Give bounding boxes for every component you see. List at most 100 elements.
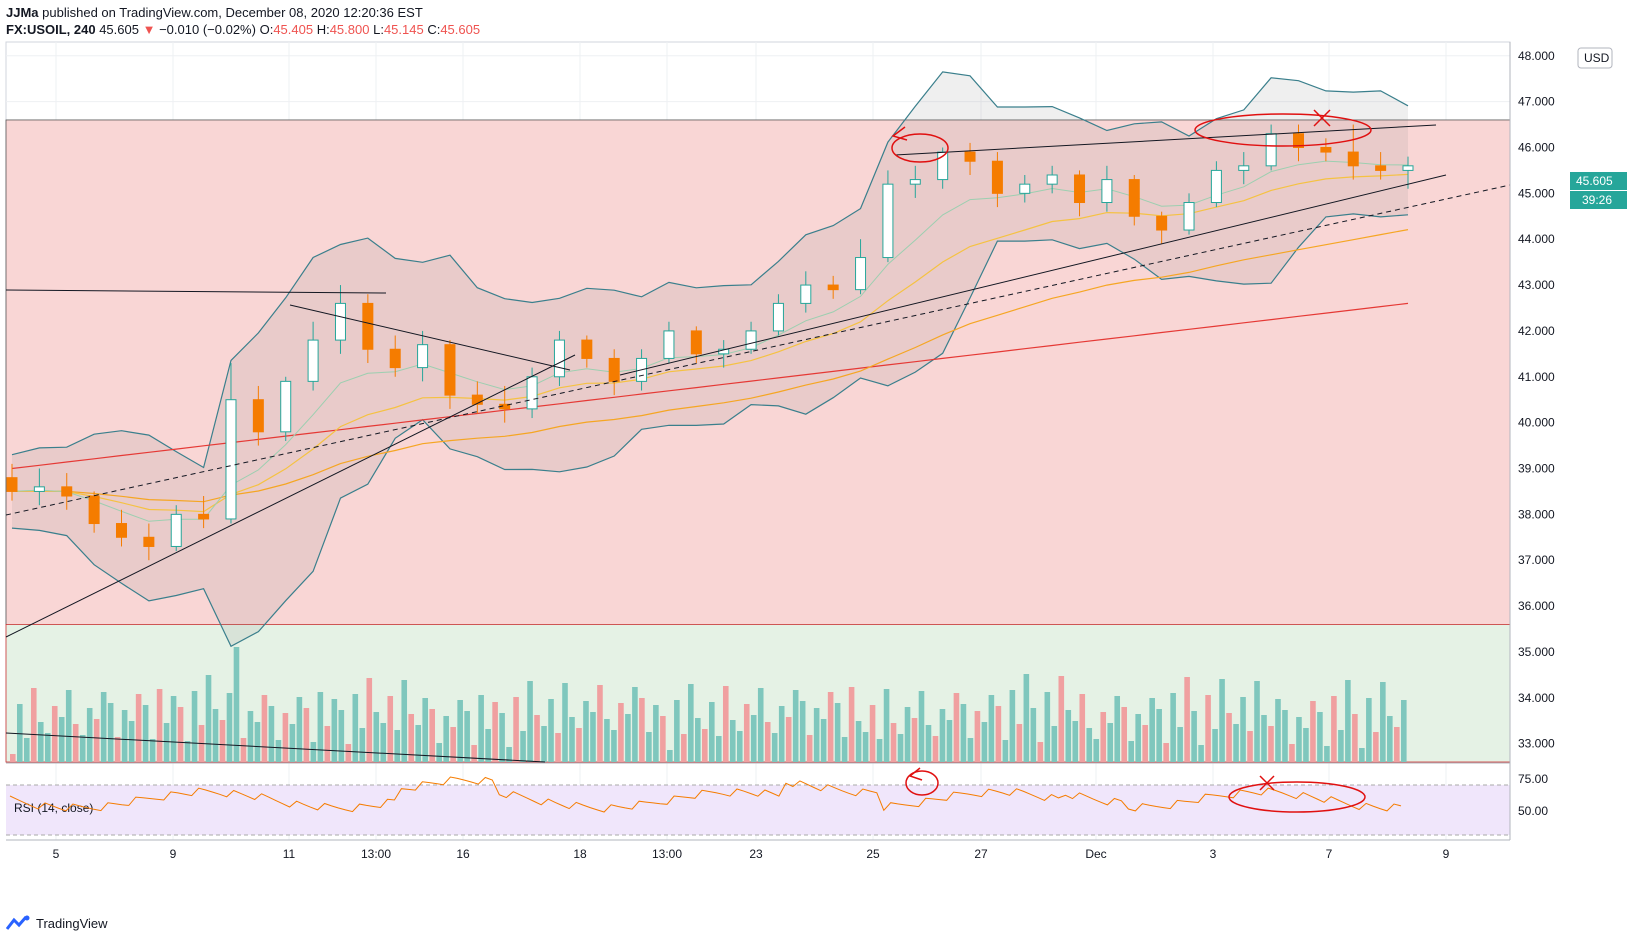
candle-body	[389, 348, 401, 369]
candle-body	[1347, 151, 1359, 167]
candle-body	[170, 513, 182, 547]
volume-bar	[946, 720, 953, 762]
time-tick-label: 13:00	[652, 847, 682, 861]
time-axis[interactable]: 5 9 11 13:00 16 18 13:00 23 25 27 Dec 3 7 9	[6, 839, 1510, 861]
volume-bar	[1317, 712, 1323, 762]
bollinger-lower	[11, 213, 1409, 648]
volume-bar	[702, 729, 708, 762]
volume-bar	[268, 706, 275, 762]
publish-info: published on TradingView.com, December 0…	[42, 5, 423, 20]
ema-20-line	[11, 160, 1409, 522]
volume-bar	[1380, 682, 1386, 762]
annotation-arrow-1	[891, 126, 908, 141]
volume-bar	[1303, 728, 1309, 762]
trendline-horizontal	[5, 289, 387, 294]
volume-bar	[1373, 732, 1379, 762]
candle-body	[855, 257, 867, 291]
trendline-wedge-top	[894, 124, 1437, 156]
volume-bar	[729, 720, 736, 762]
volume-bar	[219, 720, 226, 762]
currency-label: USD	[1584, 51, 1610, 65]
price-tick-label: 46.000	[1518, 140, 1555, 154]
price-axis[interactable]: USD 33.000 34.000 35.000 36.000 37.000 38.000…	[1509, 42, 1613, 840]
volume-bar	[114, 737, 121, 762]
volume-bar	[995, 706, 1002, 762]
last-price-tag-value: 45.605	[1576, 174, 1613, 188]
volume-bar	[1282, 710, 1288, 762]
volume-bar	[1163, 743, 1169, 762]
volume-bar	[611, 730, 617, 762]
volume-bar	[226, 693, 233, 762]
volume-bar	[806, 735, 813, 762]
volume-bar	[1009, 690, 1016, 762]
candle-body	[471, 394, 483, 405]
high-label: H:	[316, 22, 330, 37]
volume-bar	[485, 729, 491, 762]
candle-body	[1293, 133, 1305, 148]
author-name[interactable]: JJMa	[6, 5, 39, 20]
candle-body	[1074, 174, 1086, 204]
annotation-circle-3	[905, 770, 939, 796]
price-tick-label: 48.000	[1518, 49, 1555, 63]
trendline-dashed	[5, 184, 1511, 516]
volume-bar	[310, 742, 317, 762]
volume-bar	[1261, 715, 1267, 762]
candle-body	[1320, 146, 1332, 153]
volume-bar	[65, 690, 72, 762]
volume-bar	[240, 738, 247, 762]
price-tick-label: 45.000	[1518, 186, 1555, 200]
volume-bar	[149, 739, 156, 762]
volume-bar	[401, 680, 408, 762]
annotation-circle-2	[1194, 113, 1372, 147]
rsi-line	[9, 776, 1402, 813]
volume-bar	[457, 700, 463, 762]
volume-bar	[890, 723, 897, 762]
candle-body	[6, 477, 18, 492]
bollinger-fill	[12, 71, 1408, 647]
candle-body	[1238, 165, 1250, 171]
moving-averages	[11, 160, 1409, 522]
volume-bar	[184, 741, 191, 762]
low-value: 45.145	[383, 22, 424, 37]
symbol-label[interactable]: FX:USOIL, 240	[6, 22, 96, 37]
ohlc-line: FX:USOIL, 240 45.605 ▼ −0.010 (−0.02%) O…	[6, 22, 480, 37]
volume-bar	[1345, 680, 1351, 762]
rsi-pane: RSI (14, close)	[6, 762, 1510, 836]
price-tick-label: 44.000	[1518, 232, 1555, 246]
volume-bar	[1128, 741, 1134, 762]
volume-bar	[191, 691, 198, 762]
volume-bar	[1331, 696, 1337, 762]
candle-body	[444, 344, 456, 396]
down-arrow-icon: ▼	[142, 22, 156, 37]
chart-header: JJMa published on TradingView.com, Decem…	[0, 0, 1627, 40]
candle-body	[800, 284, 812, 304]
volume-bar	[722, 686, 729, 762]
currency-box[interactable]	[1577, 47, 1613, 69]
volume-bar	[471, 745, 477, 762]
volume-bar	[1030, 708, 1037, 762]
volume-bar	[359, 728, 366, 762]
volume-bar	[422, 698, 429, 762]
volume-bar	[352, 694, 359, 762]
footer: TradingView	[6, 913, 108, 933]
volume-bar	[492, 702, 498, 762]
annotation-cross-4	[1259, 775, 1275, 791]
high-value: 45.800	[329, 22, 370, 37]
volume-bar	[408, 714, 415, 762]
volume-bar	[44, 733, 51, 762]
candle-body	[1101, 179, 1113, 204]
volume-bar	[681, 734, 687, 762]
candle-body	[417, 344, 429, 369]
candle-body	[88, 495, 100, 525]
volume-bar	[520, 731, 526, 762]
volume-bar	[1016, 724, 1023, 762]
volume-bar	[583, 701, 589, 762]
volume-bar	[135, 694, 142, 762]
volume-bar	[771, 733, 778, 762]
volume-bar	[23, 738, 30, 762]
volume-bar	[625, 714, 631, 762]
volume-bar	[303, 708, 310, 762]
volume-bar	[1296, 717, 1302, 762]
brand-name[interactable]: TradingView	[36, 915, 108, 931]
